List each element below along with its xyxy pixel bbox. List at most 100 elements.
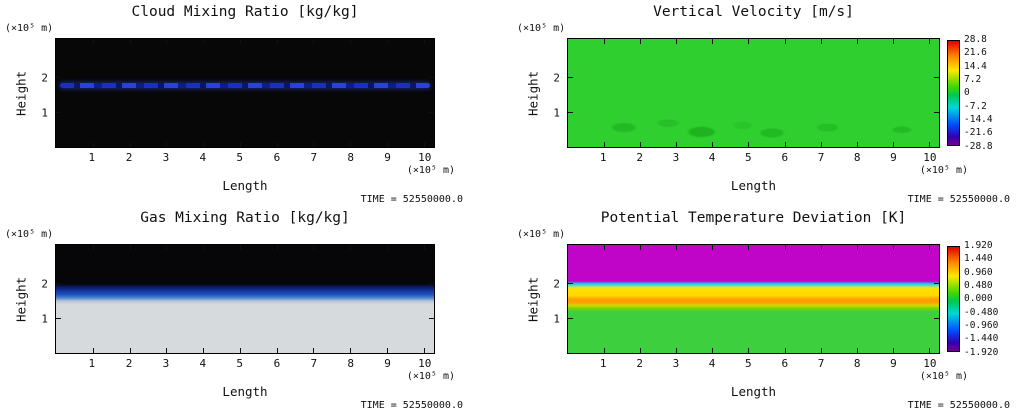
- panel-title: Potential Temperature Deviation [K]: [600, 210, 907, 226]
- x-tick-mark: 8: [856, 39, 858, 44]
- x-tick-mark: 1: [92, 348, 94, 353]
- x-tick-mark: 4: [712, 142, 714, 147]
- x-tick-mark: 1: [603, 348, 605, 353]
- x-tick-label: 2: [125, 357, 133, 370]
- y-tick-marks-left: 12: [56, 245, 434, 353]
- x-tick-mark: 3: [166, 245, 168, 250]
- y-tick-marks-right: 12: [56, 245, 434, 353]
- x-tick-label: 10: [923, 151, 937, 164]
- cloud-layer: [59, 82, 431, 89]
- x-tick-label: 5: [744, 151, 752, 164]
- y-tick-marks-right: 12: [568, 39, 939, 147]
- x-tick-mark: 8: [350, 348, 352, 353]
- x-tick-label: 7: [310, 151, 318, 164]
- colorbar-tick-label: 1.440: [964, 253, 993, 265]
- colorbar-tick-label: -0.480: [964, 306, 999, 318]
- x-tick-mark: 7: [313, 245, 315, 250]
- y-tick-mark: 1: [568, 317, 573, 319]
- x-tick-mark: 2: [129, 348, 131, 353]
- x-tick-mark: 6: [276, 245, 278, 250]
- x-tick-mark: 9: [892, 39, 894, 44]
- x-tick-mark: 6: [784, 348, 786, 353]
- y-tick-label: 2: [553, 71, 560, 85]
- x-tick-mark: 6: [276, 142, 278, 147]
- y-tick-mark: 2: [568, 77, 573, 79]
- x-tick-label: 4: [199, 151, 207, 164]
- x-tick-mark: 3: [676, 245, 678, 250]
- x-tick-mark: 6: [784, 245, 786, 250]
- time-label: TIME = 52550000.0: [360, 400, 463, 411]
- x-tick-mark: 9: [386, 142, 388, 147]
- x-tick-mark: 5: [239, 348, 241, 353]
- y-tick-mark: 1: [56, 111, 61, 113]
- x-tick-mark: 1: [92, 39, 94, 44]
- x-tick-label: 3: [162, 151, 170, 164]
- panel-title: Gas Mixing Ratio [kg/kg]: [140, 210, 350, 226]
- y-tick-mark: 1: [429, 111, 434, 113]
- x-tick-mark: 7: [820, 348, 822, 353]
- panel-cloud-mixing-ratio: Cloud Mixing Ratio [kg/kg] (×10⁵ m) Heig…: [0, 0, 489, 206]
- colorbar-tick-label: 7.2: [964, 73, 982, 85]
- x-tick-mark: 5: [239, 245, 241, 250]
- x-tick-label: 9: [384, 151, 391, 164]
- x-tick-label: 8: [853, 151, 861, 164]
- x-tick-mark: 8: [856, 348, 858, 353]
- x-tick-mark: 3: [166, 39, 168, 44]
- y-tick-label: 2: [41, 277, 48, 291]
- x-tick-label: 3: [162, 357, 170, 370]
- x-tick-mark: 3: [676, 39, 678, 44]
- x-tick-mark: 2: [129, 39, 131, 44]
- x-tick-mark: 10: [423, 348, 425, 353]
- x-tick-mark: 7: [820, 39, 822, 44]
- x-tick-label: 1: [88, 151, 96, 164]
- y-tick-label: 2: [553, 277, 560, 291]
- x-tick-label: 6: [273, 357, 281, 370]
- x-tick-label: 1: [599, 151, 607, 164]
- x-tick-mark: 9: [386, 39, 388, 44]
- x-tick-mark: 2: [640, 39, 642, 44]
- y-tick-mark: 1: [934, 317, 939, 319]
- y-axis-label: Height: [525, 276, 541, 322]
- x-tick-label: 4: [199, 357, 207, 370]
- y-tick-mark: 2: [429, 283, 434, 285]
- x-tick-mark: 9: [892, 245, 894, 250]
- y-tick-mark: 2: [934, 283, 939, 285]
- x-tick-label: 4: [708, 151, 716, 164]
- y-tick-mark: 1: [429, 317, 434, 319]
- colorbar-tick-label: 0: [964, 87, 970, 99]
- x-tick-mark: 7: [820, 142, 822, 147]
- time-label: TIME = 52550000.0: [907, 400, 1010, 411]
- x-tick-label: 9: [890, 357, 897, 370]
- x-tick-label: 10: [418, 357, 432, 370]
- x-tick-label: 9: [890, 151, 897, 164]
- x-tick-mark: 9: [892, 142, 894, 147]
- x-tick-mark: 10: [928, 39, 930, 44]
- colorbar: [947, 246, 960, 352]
- x-tick-mark: 7: [820, 245, 822, 250]
- y-tick-marks-left: 12: [568, 39, 939, 147]
- time-label: TIME = 52550000.0: [907, 194, 1010, 205]
- x-tick-mark: 7: [313, 348, 315, 353]
- y-tick-marks-left: 12: [56, 39, 434, 147]
- x-tick-mark: 9: [892, 348, 894, 353]
- x-tick-mark: 5: [239, 39, 241, 44]
- x-tick-label: 8: [347, 151, 354, 164]
- x-axis-label: Length: [730, 178, 777, 193]
- x-tick-mark: 10: [423, 39, 425, 44]
- colorbar: [947, 40, 960, 146]
- colorbar-tick-label: -0.960: [964, 319, 999, 331]
- x-tick-label: 6: [781, 151, 789, 164]
- y-axis-label: Height: [13, 70, 29, 116]
- x-tick-label: 5: [236, 357, 243, 370]
- x-tick-mark: 8: [856, 245, 858, 250]
- y-tick-mark: 2: [568, 283, 573, 285]
- y-tick-marks-right: 12: [568, 245, 939, 353]
- x-tick-mark: 7: [313, 39, 315, 44]
- panel-title: Cloud Mixing Ratio [kg/kg]: [131, 4, 359, 20]
